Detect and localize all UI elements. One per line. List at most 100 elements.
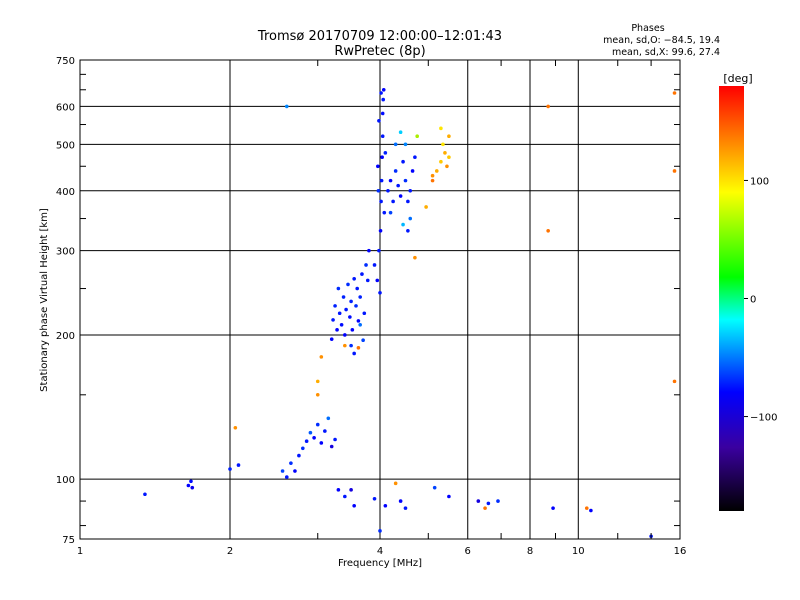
legend-title: Phases xyxy=(631,23,664,34)
data-point xyxy=(398,130,403,135)
data-point xyxy=(379,199,383,204)
data-point xyxy=(439,126,443,131)
data-point xyxy=(315,422,320,427)
data-point xyxy=(383,151,388,155)
data-point xyxy=(189,479,193,484)
data-point xyxy=(443,151,447,155)
data-point xyxy=(382,210,387,215)
data-point xyxy=(378,228,383,233)
y-tick-label: 200 xyxy=(56,331,75,342)
data-point xyxy=(476,499,481,503)
data-point xyxy=(367,248,371,253)
y-axis-label: Stationary phase Virtual Height [km] xyxy=(39,208,50,392)
data-point xyxy=(349,343,353,348)
data-point xyxy=(393,481,398,486)
data-point xyxy=(331,318,335,322)
data-point xyxy=(584,506,589,510)
data-point xyxy=(672,379,677,384)
data-point xyxy=(383,503,388,508)
data-point xyxy=(364,263,368,267)
data-point xyxy=(335,328,339,332)
data-point xyxy=(432,485,437,490)
data-point xyxy=(343,343,347,348)
data-point xyxy=(236,463,241,467)
data-point xyxy=(372,496,377,501)
data-point xyxy=(403,178,408,183)
y-tick-label: 600 xyxy=(56,102,75,113)
data-point xyxy=(319,355,324,359)
data-point xyxy=(143,492,147,497)
data-point xyxy=(315,393,320,397)
data-point xyxy=(447,134,451,138)
data-point xyxy=(349,299,353,304)
data-point xyxy=(379,178,384,183)
data-point xyxy=(378,290,382,295)
data-point xyxy=(441,142,445,147)
data-point xyxy=(447,155,451,160)
data-point xyxy=(362,311,367,316)
y-tick-label: 400 xyxy=(56,187,75,198)
data-point xyxy=(365,278,370,283)
data-point xyxy=(350,328,355,332)
data-point xyxy=(413,155,417,160)
data-point xyxy=(415,134,419,138)
y-tick-label: 300 xyxy=(56,247,75,258)
data-point xyxy=(672,169,677,173)
data-point xyxy=(445,164,449,169)
colorbar-tick-label: 0 xyxy=(750,295,756,306)
data-point xyxy=(352,276,356,281)
data-point xyxy=(352,351,356,356)
data-point xyxy=(408,188,413,193)
colorbar xyxy=(719,86,744,511)
legend-line-o: mean, sd,O: −84.5, 19.4 xyxy=(603,35,720,46)
colorbar-label: [deg] xyxy=(723,72,752,85)
data-point xyxy=(329,337,334,341)
data-point xyxy=(672,91,677,95)
data-point xyxy=(379,91,383,95)
x-tick-label: 2 xyxy=(227,546,233,557)
plot-frame xyxy=(79,59,681,540)
data-point xyxy=(336,286,341,291)
data-point xyxy=(483,506,487,510)
data-point xyxy=(377,248,381,253)
x-tick-label: 16 xyxy=(674,546,687,557)
data-point xyxy=(354,304,358,308)
data-point xyxy=(284,104,289,109)
data-point xyxy=(358,295,362,299)
data-point xyxy=(358,323,362,327)
data-point xyxy=(381,87,386,92)
data-point xyxy=(323,429,327,433)
y-axis-ticks: 75 100 200 300 400 500 600 750 xyxy=(56,56,680,546)
data-point xyxy=(439,159,443,164)
data-point xyxy=(380,134,385,138)
data-point xyxy=(401,222,405,227)
data-point xyxy=(326,416,331,421)
data-point xyxy=(430,173,435,178)
data-point xyxy=(403,506,408,510)
data-point xyxy=(393,142,398,147)
data-point xyxy=(308,430,313,435)
data-point xyxy=(349,488,353,492)
data-point xyxy=(589,508,593,513)
data-point xyxy=(186,483,191,488)
legend-line-x: mean, sd,X: 99.6, 27.4 xyxy=(612,47,720,58)
data-point xyxy=(406,228,410,233)
data-point xyxy=(297,453,301,458)
data-point xyxy=(408,216,413,221)
data-point xyxy=(361,338,365,343)
data-point xyxy=(233,426,238,430)
x-axis-label: Frequency [MHz] xyxy=(338,558,422,569)
data-point xyxy=(377,118,381,123)
data-point xyxy=(319,441,324,445)
colorbar-ticks: 100 0 −100 xyxy=(744,176,777,424)
x-tick-label: 1 xyxy=(77,546,83,557)
data-points xyxy=(143,87,677,539)
y-tick-label: 750 xyxy=(56,56,75,67)
data-point xyxy=(352,503,356,508)
data-point xyxy=(393,169,398,173)
colorbar-tick-label: 100 xyxy=(750,176,769,187)
colorbar-tick-label: −100 xyxy=(750,413,777,424)
data-point xyxy=(333,304,337,308)
y-tick-label: 100 xyxy=(56,475,75,486)
